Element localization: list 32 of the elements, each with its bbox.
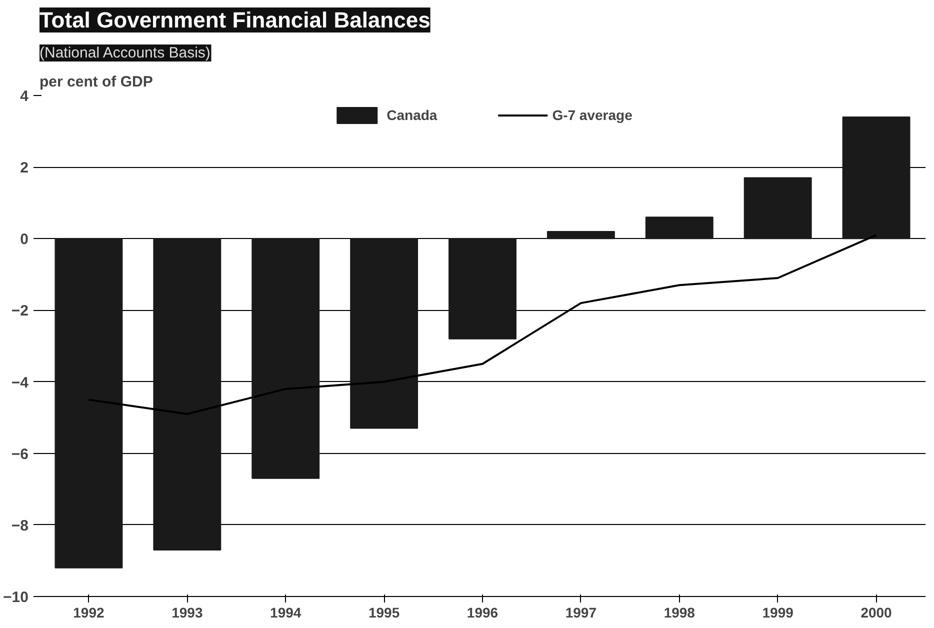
chart-subtitle: (National Accounts Basis)	[40, 44, 210, 62]
x-tick-label: 1997	[565, 604, 597, 620]
bar	[546, 230, 615, 240]
y-tick-label: −10	[3, 589, 29, 606]
legend-label: G-7 average	[552, 107, 632, 123]
y-tick-label: 2	[20, 160, 28, 177]
x-tick-label: 1993	[172, 604, 203, 620]
y-tick-label: −2	[11, 302, 29, 320]
legend-label: Canada	[386, 107, 438, 123]
x-tick-label: 2000	[860, 604, 892, 620]
chart-title: Total Government Financial Balances	[40, 8, 430, 32]
x-tick-label: 1995	[368, 604, 400, 620]
bar	[842, 116, 910, 240]
x-tick-label: 1994	[270, 604, 302, 620]
x-tick-label: 1998	[664, 604, 696, 620]
x-tick-label: 1996	[466, 604, 498, 620]
bar	[54, 238, 123, 568]
bar	[252, 238, 320, 479]
y-axis-title: per cent of GDP	[40, 74, 153, 90]
x-tick-label: 1992	[73, 604, 105, 620]
y-tick-label: −6	[11, 446, 29, 463]
bar	[153, 238, 222, 550]
bar	[350, 238, 418, 429]
y-tick-label: 4	[20, 88, 30, 105]
x-tick-label: 1999	[762, 604, 794, 620]
line-series	[88, 234, 878, 415]
y-tick-label: 0	[20, 231, 28, 248]
bar	[448, 238, 516, 340]
y-tick-label: −4	[11, 374, 30, 392]
bar	[744, 177, 812, 240]
y-tick-label: −8	[11, 517, 29, 534]
bar	[645, 216, 714, 240]
